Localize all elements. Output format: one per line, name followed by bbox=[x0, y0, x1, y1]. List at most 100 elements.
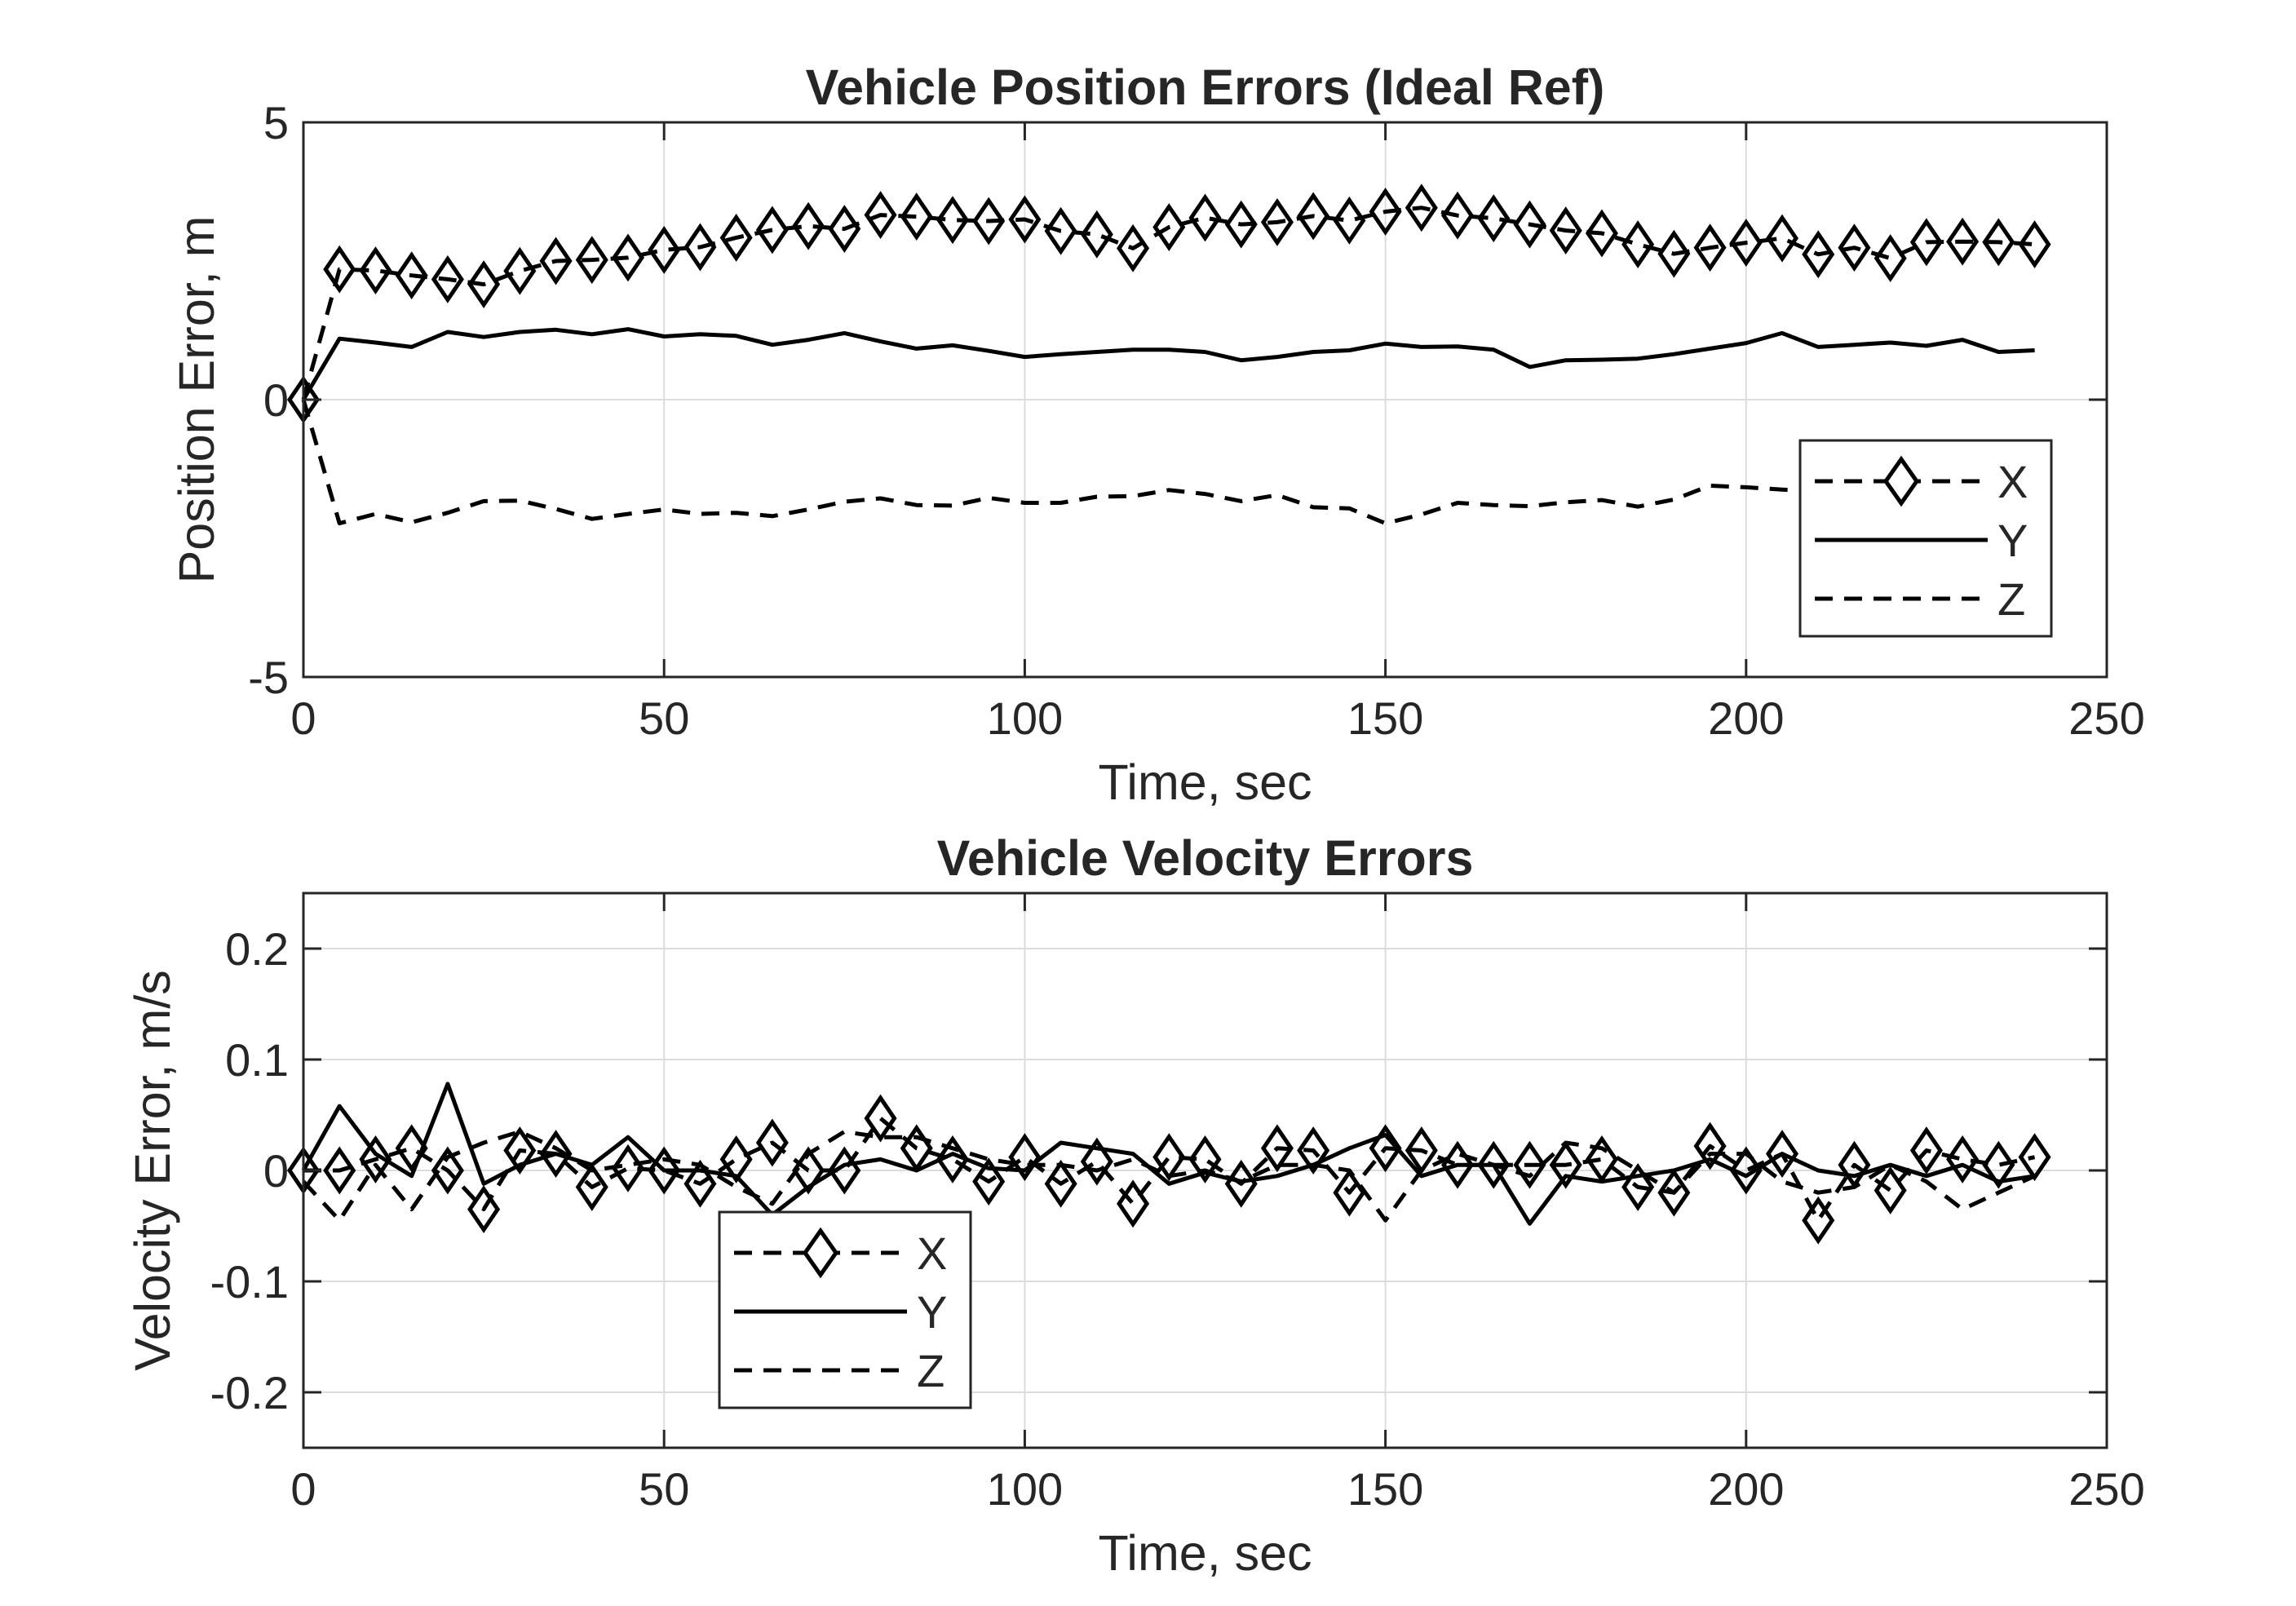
data-point-x bbox=[1513, 1140, 1546, 1189]
data-point-x bbox=[1729, 1146, 1763, 1195]
data-point-x bbox=[467, 260, 501, 309]
data-point-x bbox=[1946, 217, 1980, 266]
x-tick-label: 250 bbox=[2068, 692, 2144, 744]
data-point-x bbox=[1729, 219, 1763, 268]
velocity-errors-chart: 0 50 100 150 200 250 -0.2 -0.1 0 0.1 0.2 Vehicle Ve… bbox=[125, 830, 2145, 1581]
x-tick-label: 0 bbox=[290, 692, 316, 744]
data-point-x bbox=[395, 251, 428, 300]
data-point-x bbox=[1874, 234, 1907, 283]
data-point-x bbox=[1297, 1126, 1330, 1175]
data-point-x bbox=[1765, 214, 1799, 263]
data-point-x bbox=[719, 213, 753, 262]
data-point-x bbox=[719, 1135, 753, 1183]
data-point-x bbox=[1044, 206, 1077, 255]
data-point-x bbox=[323, 1146, 356, 1195]
data-point-x bbox=[648, 225, 681, 274]
data-point-x bbox=[936, 1135, 969, 1183]
data-point-x bbox=[1874, 1166, 1907, 1214]
series-line-x bbox=[303, 1116, 2036, 1223]
x-axis-label: Time, sec bbox=[1098, 1525, 1312, 1581]
data-point-x bbox=[575, 236, 608, 285]
data-point-x bbox=[359, 246, 392, 295]
data-point-x bbox=[972, 1157, 1006, 1206]
data-point-x bbox=[900, 192, 933, 241]
data-point-x bbox=[503, 1126, 537, 1175]
data-point-x bbox=[503, 246, 537, 295]
data-point-x bbox=[1477, 194, 1511, 243]
data-point-x bbox=[1117, 1179, 1150, 1228]
data-point-x bbox=[1080, 1137, 1113, 1186]
series-line-y bbox=[301, 327, 2035, 401]
data-point-x bbox=[1224, 200, 1258, 249]
legend-marker-diamond bbox=[802, 1227, 839, 1279]
legend-label-y: Y bbox=[917, 1286, 947, 1338]
series-line-z bbox=[301, 399, 2035, 526]
data-point-x bbox=[1657, 229, 1691, 278]
legend: XYZ bbox=[718, 1210, 972, 1409]
data-point-x bbox=[1188, 1135, 1222, 1183]
data-point-x bbox=[1188, 193, 1222, 242]
y-tick-label: 0 bbox=[263, 1145, 289, 1197]
x-tick-label: 200 bbox=[1708, 692, 1784, 744]
x-tick-label: 50 bbox=[639, 1463, 689, 1515]
data-point-x bbox=[755, 1118, 789, 1167]
data-point-x bbox=[323, 245, 356, 294]
legend-label-z: Z bbox=[1997, 573, 2025, 625]
data-point-x bbox=[1008, 195, 1042, 244]
legend-label-z: Z bbox=[917, 1345, 945, 1396]
data-point-x bbox=[539, 1130, 573, 1179]
data-point-x bbox=[1152, 203, 1186, 251]
data-point-x bbox=[1333, 196, 1366, 245]
data-point-x bbox=[575, 1162, 608, 1211]
data-point-x bbox=[792, 201, 825, 250]
data-point-x bbox=[1621, 220, 1655, 269]
series-line-z bbox=[302, 1129, 2036, 1223]
data-point-x bbox=[792, 1146, 825, 1195]
y-axis-label: Position Error, m bbox=[169, 216, 224, 584]
data-point-x bbox=[539, 237, 573, 285]
data-point-x bbox=[1513, 200, 1546, 249]
data-point-x bbox=[828, 205, 861, 254]
data-point-x bbox=[1693, 1122, 1727, 1170]
data-point-x bbox=[972, 197, 1006, 246]
legend-label-x: X bbox=[917, 1228, 947, 1279]
data-point-x bbox=[683, 223, 717, 272]
data-point-x bbox=[1477, 1140, 1511, 1189]
chart-title: Vehicle Position Errors (Ideal Ref) bbox=[806, 60, 1605, 115]
data-point-x bbox=[1333, 1168, 1366, 1217]
data-point-x bbox=[431, 1146, 464, 1195]
data-point-x bbox=[467, 1185, 501, 1234]
x-axis-label: Time, sec bbox=[1098, 754, 1312, 810]
data-point-x bbox=[1802, 1196, 1835, 1245]
data-point-x bbox=[1621, 1162, 1655, 1211]
y-tick-label: -0.2 bbox=[210, 1367, 290, 1418]
data-point-x bbox=[1838, 223, 1871, 272]
data-point-x bbox=[1549, 206, 1582, 255]
y-tick-label: -0.1 bbox=[210, 1256, 290, 1307]
data-point-x bbox=[1946, 1135, 1980, 1183]
x-tick-label: 150 bbox=[1347, 1463, 1423, 1515]
data-point-x bbox=[1080, 210, 1113, 259]
data-point-x bbox=[1008, 1133, 1042, 1182]
data-point-x bbox=[1909, 218, 1943, 267]
y-axis-label: Velocity Error, m/s bbox=[125, 970, 180, 1371]
data-point-x bbox=[1693, 223, 1727, 272]
data-point-x bbox=[431, 254, 464, 303]
data-point-x bbox=[1909, 1126, 1943, 1175]
data-point-x bbox=[1369, 188, 1402, 236]
data-point-x bbox=[1441, 191, 1475, 240]
data-point-x bbox=[1549, 1140, 1582, 1189]
data-point-x bbox=[864, 1094, 897, 1143]
data-point-x bbox=[755, 206, 789, 254]
series-line-x bbox=[301, 206, 2035, 400]
data-point-x bbox=[936, 196, 969, 245]
data-point-x bbox=[2018, 220, 2051, 269]
data-point-x bbox=[1405, 184, 1438, 232]
x-tick-label: 0 bbox=[290, 1463, 316, 1515]
y-tick-label: 0 bbox=[263, 374, 289, 426]
legend: XYZ bbox=[1798, 439, 2053, 638]
data-point-x bbox=[1117, 223, 1150, 272]
y-tick-label: 5 bbox=[263, 97, 289, 148]
